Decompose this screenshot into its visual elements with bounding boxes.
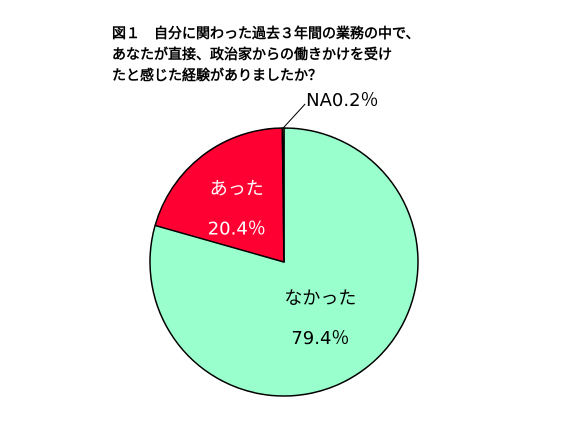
leader-line-2 <box>282 103 306 129</box>
data-label-0: 79.4％ <box>291 328 349 349</box>
pie-slice-2 <box>281 127 285 263</box>
title-line-1: 図１ 自分に関わった過去３年間の業務の中で、 <box>112 24 532 45</box>
pie-slice-1 <box>154 127 285 263</box>
slice-name-label-0: なかった <box>284 288 356 309</box>
title-line-3: たと感じた経験がありましたか？ <box>112 68 322 84</box>
data-label-1: 20.4％ <box>208 218 266 239</box>
data-label-2: NA0.2％ <box>306 90 378 111</box>
slice-name-label-1: あった <box>210 178 264 199</box>
figure-label: 図１ <box>112 26 140 42</box>
chart-title: 図１ 自分に関わった過去３年間の業務の中で、 あなたが直接、政治家からの働きかけを… <box>112 24 532 87</box>
title-text-1: 自分に関わった過去３年間の業務の中で、 <box>154 26 420 42</box>
title-line-2: あなたが直接、政治家からの働きかけを受け <box>112 47 392 63</box>
